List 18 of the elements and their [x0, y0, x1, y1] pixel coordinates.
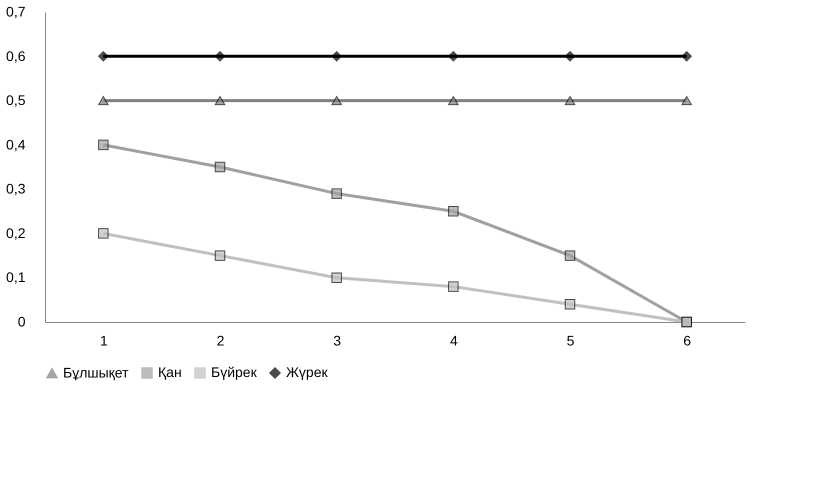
legend-label: Бүйрек	[211, 364, 258, 380]
legend-label: Қан	[158, 364, 182, 380]
y-tick-label: 0,2	[6, 224, 26, 241]
legend-label: Жүрек	[286, 364, 328, 380]
y-tick-label: 0,5	[6, 92, 26, 108]
x-tick-label: 3	[333, 332, 342, 348]
y-tick-label: 0,4	[6, 136, 26, 152]
x-tick-label: 5	[566, 332, 575, 348]
y-tick-label: 0,7	[6, 4, 26, 20]
x-tick-label: 4	[450, 332, 458, 348]
y-tick-label: 0,6	[6, 48, 26, 64]
x-tick-label: 2	[216, 332, 225, 348]
y-tick-label: 0,3	[6, 180, 26, 197]
y-tick-label: 0,1	[6, 269, 26, 286]
x-tick-label: 6	[683, 332, 692, 348]
x-tick-label: 1	[100, 332, 108, 348]
legend-label: Бұлшықет	[63, 364, 130, 380]
y-tick-label: 0	[18, 314, 26, 330]
